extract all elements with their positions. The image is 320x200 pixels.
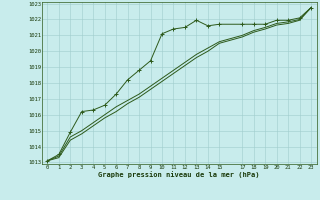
X-axis label: Graphe pression niveau de la mer (hPa): Graphe pression niveau de la mer (hPa): [99, 171, 260, 178]
